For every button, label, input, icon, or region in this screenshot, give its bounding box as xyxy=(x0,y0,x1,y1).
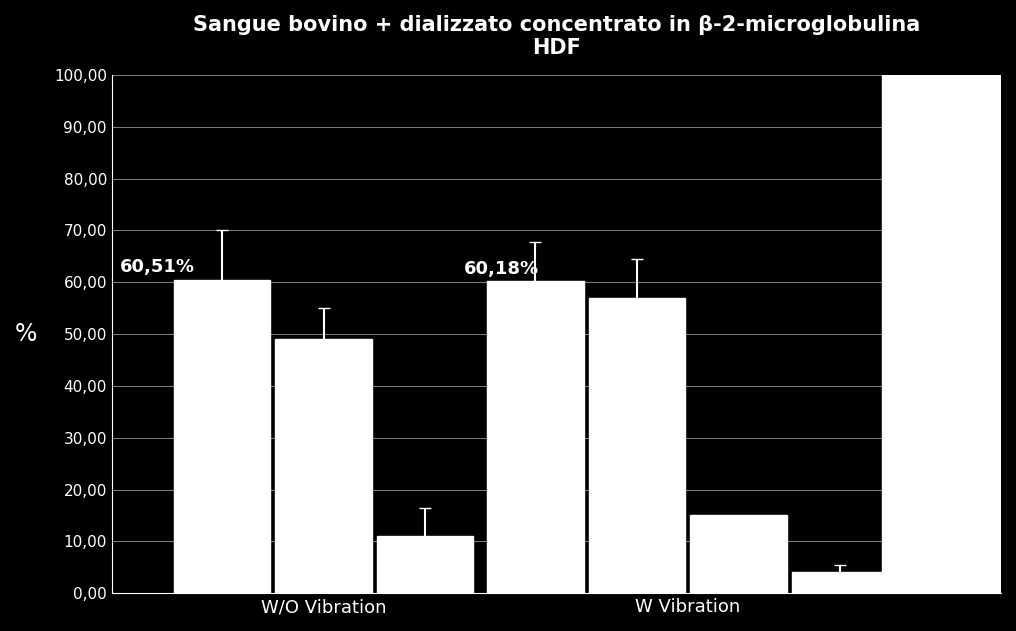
Bar xyxy=(883,75,1016,593)
Bar xyxy=(487,281,583,593)
Text: 60,18%: 60,18% xyxy=(464,259,539,278)
Y-axis label: %: % xyxy=(15,322,38,346)
Bar xyxy=(690,516,786,593)
Bar xyxy=(174,280,270,593)
Bar xyxy=(275,339,372,593)
Bar xyxy=(588,298,685,593)
Title: Sangue bovino + dializzato concentrato in β-2-microglobulina
HDF: Sangue bovino + dializzato concentrato i… xyxy=(193,15,920,58)
Text: 60,51%: 60,51% xyxy=(120,258,195,276)
Bar xyxy=(377,536,473,593)
Bar xyxy=(791,572,888,593)
